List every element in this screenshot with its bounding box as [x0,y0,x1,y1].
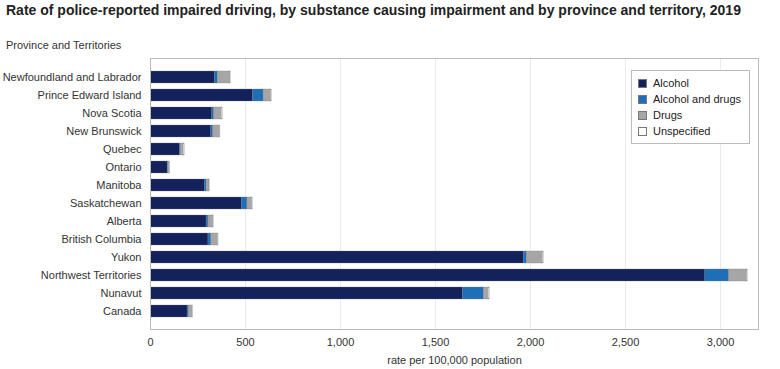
svg-text:3,000: 3,000 [707,336,735,348]
svg-text:Saskatchewan: Saskatchewan [70,197,142,209]
html-text:Unspecified: Unspecified [652,125,711,137]
svg-text:Northwest Territories: Northwest Territories [41,269,142,281]
svg-text:Canada: Canada [103,305,142,317]
svg-text:rate per 100,000 population: rate per 100,000 population [387,354,522,366]
html-text:Province and Territories: Province and Territories [6,39,122,51]
svg-text:500: 500 [236,336,254,348]
html-text:Drugs: Drugs [652,109,683,121]
html-text:Rate of police-reported impair: Rate of police-reported impaired driving… [6,2,741,18]
html-text:Alcohol and drugs: Alcohol and drugs [652,93,741,105]
svg-text:New Brunswick: New Brunswick [66,125,142,137]
svg-text:Prince Edward Island: Prince Edward Island [38,89,142,101]
svg-text:2,500: 2,500 [612,336,640,348]
svg-text:Manitoba: Manitoba [96,179,142,191]
svg-text:Alberta: Alberta [107,215,143,227]
svg-text:Yukon: Yukon [111,251,142,263]
svg-text:1,500: 1,500 [422,336,450,348]
html-text:Alcohol: Alcohol [652,77,689,89]
svg-text:Newfoundland and Labrador: Newfoundland and Labrador [3,71,142,83]
svg-text:Quebec: Quebec [103,143,142,155]
svg-text:0: 0 [147,336,153,348]
svg-text:Nova Scotia: Nova Scotia [82,107,142,119]
svg-text:2,000: 2,000 [517,336,545,348]
svg-text:Nunavut: Nunavut [101,287,142,299]
svg-text:British Columbia: British Columbia [61,233,142,245]
svg-text:1,000: 1,000 [327,336,355,348]
svg-text:Ontario: Ontario [105,161,141,173]
